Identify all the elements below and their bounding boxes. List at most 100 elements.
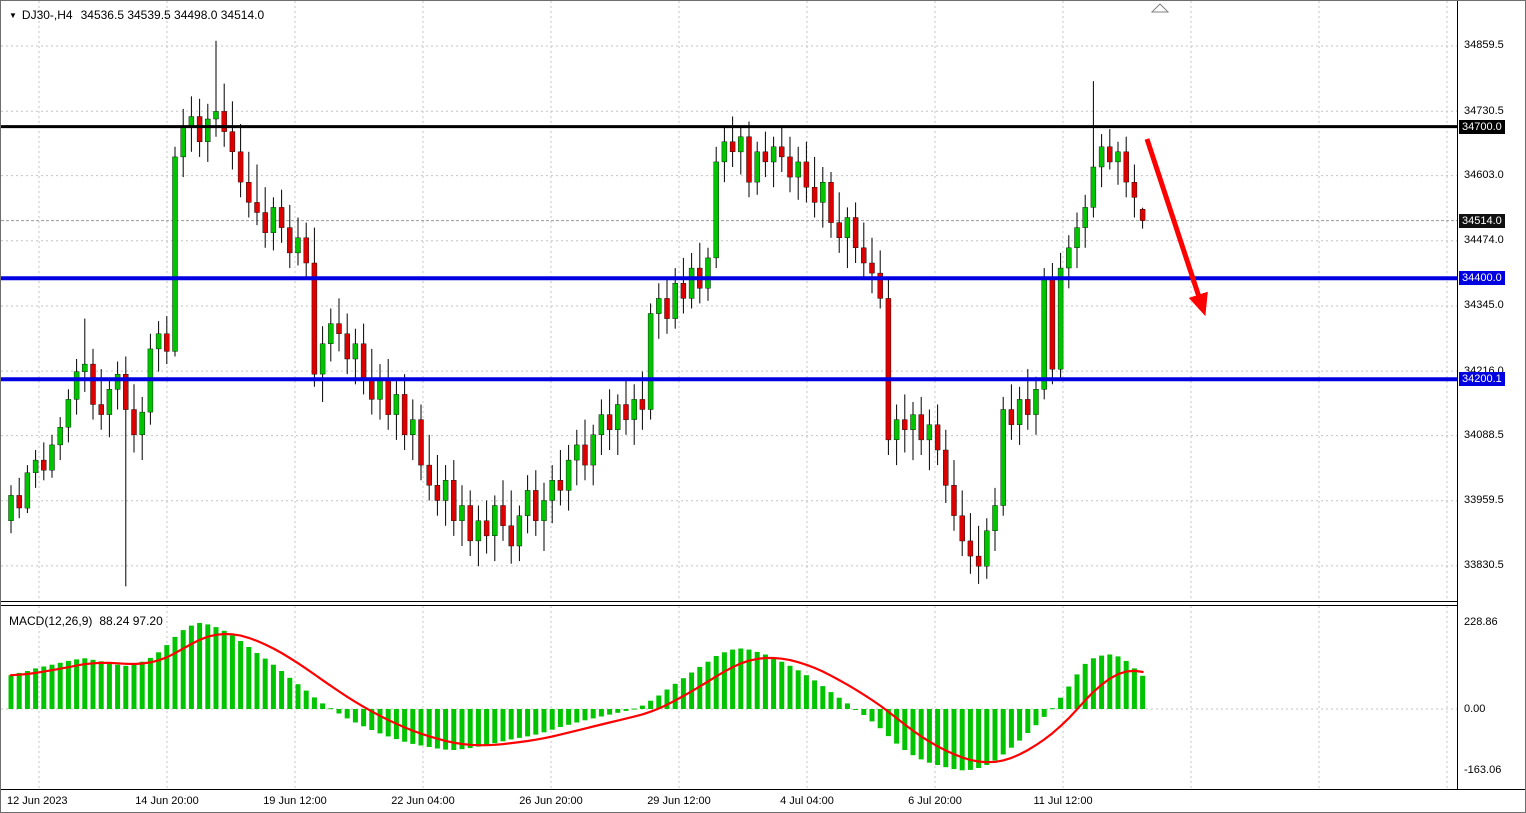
macd-bar: [270, 664, 276, 709]
macd-bar: [221, 630, 227, 709]
macd-bar: [623, 709, 629, 711]
candle-body: [1041, 278, 1047, 390]
candle-body: [319, 343, 326, 375]
price-axis[interactable]: 34859.5 34730.5 34603.0 34474.0 34345.0 34216…: [1457, 1, 1525, 789]
price-tick-label: 34088.5: [1464, 429, 1504, 442]
macd-bar: [861, 709, 867, 715]
macd-bar: [246, 647, 252, 709]
macd-bar: [549, 709, 555, 730]
price-tick-label: 34474.0: [1464, 234, 1504, 247]
candle-body: [385, 379, 391, 415]
macd-bar: [812, 680, 818, 709]
trend-arrow[interactable]: [1144, 138, 1208, 317]
candle-body: [565, 459, 572, 491]
candle-body: [639, 399, 646, 410]
candle-body: [352, 343, 359, 360]
macd-bar: [795, 670, 801, 709]
macd-bar: [451, 709, 457, 750]
macd-bar: [869, 709, 875, 722]
candle-body: [8, 495, 14, 521]
macd-bar: [352, 709, 358, 723]
macd-bar: [328, 708, 334, 710]
candle-body: [475, 520, 482, 542]
candle-body: [893, 419, 900, 441]
candle-body: [262, 212, 268, 233]
candle-body: [779, 146, 785, 158]
macd-bar: [475, 709, 481, 747]
macd-bar: [918, 709, 924, 760]
macd-bar: [33, 668, 39, 709]
macd-bar: [1066, 686, 1072, 709]
candle-body: [16, 495, 22, 509]
chart-shift-marker-icon[interactable]: [1150, 3, 1170, 13]
candle-body: [336, 323, 342, 334]
candle-body: [770, 146, 777, 163]
macd-bar: [8, 675, 14, 709]
macd-bar: [762, 654, 768, 709]
candle-body: [328, 323, 334, 345]
candle-body: [1049, 278, 1056, 370]
macd-bar: [1082, 663, 1088, 709]
macd-bar: [836, 697, 842, 709]
time-label: 6 Jul 20:00: [908, 795, 962, 807]
macd-bar: [287, 677, 293, 709]
macd-bar: [590, 709, 596, 719]
candle-body: [598, 414, 605, 436]
macd-bar: [680, 678, 686, 709]
candle-body: [926, 424, 933, 441]
panel-splitter[interactable]: [1, 601, 1525, 606]
macd-bar: [648, 700, 654, 709]
macd-bar: [877, 709, 883, 729]
macd-bar: [935, 709, 941, 765]
candle-body: [344, 333, 350, 360]
candle-body: [1082, 207, 1088, 228]
macd-bar: [738, 648, 744, 709]
macd-bar: [598, 709, 604, 717]
candle-body: [90, 363, 96, 405]
candle-body: [98, 404, 104, 415]
time-label: 26 Jun 20:00: [519, 795, 583, 807]
candle-body: [1025, 399, 1031, 415]
price-chart-area[interactable]: ▼ DJ30-,H4 34536.5 34539.5 34498.0 34514.0: [1, 1, 1457, 601]
price-tick-label: 34603.0: [1464, 169, 1504, 182]
candle-body: [729, 141, 736, 152]
candle-body: [934, 424, 941, 451]
candle-body: [426, 464, 432, 486]
candle-body: [959, 515, 965, 542]
candle-body: [221, 111, 227, 132]
macd-bar: [344, 709, 350, 719]
macd-bar: [844, 703, 850, 709]
candle-body: [442, 480, 449, 501]
candle-body: [524, 490, 531, 516]
macd-bar: [188, 625, 194, 709]
macd-bar: [500, 709, 506, 742]
macd-bar: [582, 709, 588, 721]
candle-body: [65, 399, 72, 428]
time-label: 29 Jun 12:00: [647, 795, 711, 807]
macd-name: MACD(12,26,9): [9, 614, 93, 628]
macd-bar: [303, 690, 309, 709]
candle-body: [1074, 227, 1080, 249]
candle-body: [451, 480, 457, 521]
time-label: 4 Jul 04:00: [780, 795, 834, 807]
macd-bar: [1049, 708, 1055, 710]
macd-bar: [525, 709, 531, 737]
macd-bar: [254, 653, 260, 709]
symbol-timeframe-label: DJ30-,H4: [21, 8, 73, 22]
macd-signal-line: [9, 632, 1144, 764]
time-axis[interactable]: 12 Jun 2023 14 Jun 20:00 19 Jun 12:00 22 Ju…: [1, 789, 1525, 812]
candle-body: [557, 480, 564, 491]
macd-bar: [967, 709, 973, 770]
macd-bar: [902, 709, 908, 750]
candle-body: [1016, 399, 1023, 425]
macd-panel[interactable]: MACD(12,26,9) 88.24 97.20: [1, 606, 1457, 789]
candle-body: [270, 207, 277, 233]
candle-body: [656, 298, 662, 314]
macd-bar: [16, 672, 22, 709]
candle-body: [196, 116, 203, 142]
macd-bar: [426, 709, 432, 747]
candle-body: [1115, 151, 1121, 163]
candle-body: [1090, 166, 1097, 208]
candle-body: [688, 267, 695, 299]
